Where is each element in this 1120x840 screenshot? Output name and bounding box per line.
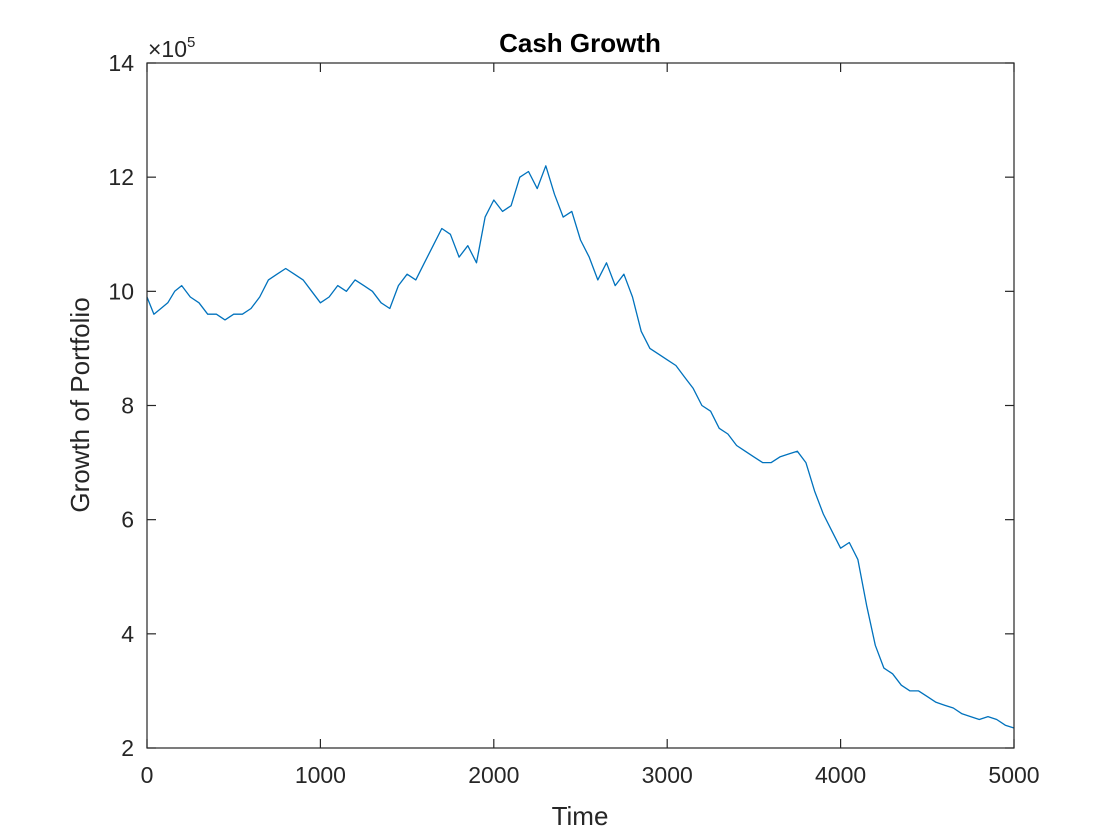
- x-tick-label: 2000: [468, 762, 519, 788]
- y-tick-label: 14: [108, 50, 134, 76]
- y-axis-label: Growth of Portfolio: [65, 297, 95, 512]
- x-tick-label: 3000: [642, 762, 693, 788]
- y-tick-label: 2: [121, 735, 134, 761]
- y-axis-exponent: ×105: [148, 34, 195, 62]
- y-tick-label: 4: [121, 621, 134, 647]
- x-axis-label: Time: [552, 801, 609, 831]
- y-tick-label: 10: [108, 278, 134, 304]
- x-tick-label: 5000: [988, 762, 1039, 788]
- chart-title: Cash Growth: [499, 28, 661, 58]
- y-tick-label: 6: [121, 507, 134, 533]
- x-tick-label: 4000: [815, 762, 866, 788]
- y-axis-exponent-base: ×10: [148, 36, 187, 62]
- series-line: [146, 165, 1015, 729]
- y-tick-label: 12: [108, 164, 134, 190]
- y-tick-labels: 2 4 6 8 10 12 14: [108, 50, 134, 761]
- x-tick-labels: 0 1000 2000 3000 4000 5000: [141, 762, 1040, 788]
- x-tick-label: 0: [141, 762, 154, 788]
- plot-area: [147, 63, 1014, 748]
- axes-box: [146, 62, 1015, 749]
- y-tick-label: 8: [121, 393, 134, 419]
- x-tick-label: 1000: [295, 762, 346, 788]
- y-axis-exponent-power: 5: [187, 34, 195, 51]
- series-layer: [146, 165, 1015, 729]
